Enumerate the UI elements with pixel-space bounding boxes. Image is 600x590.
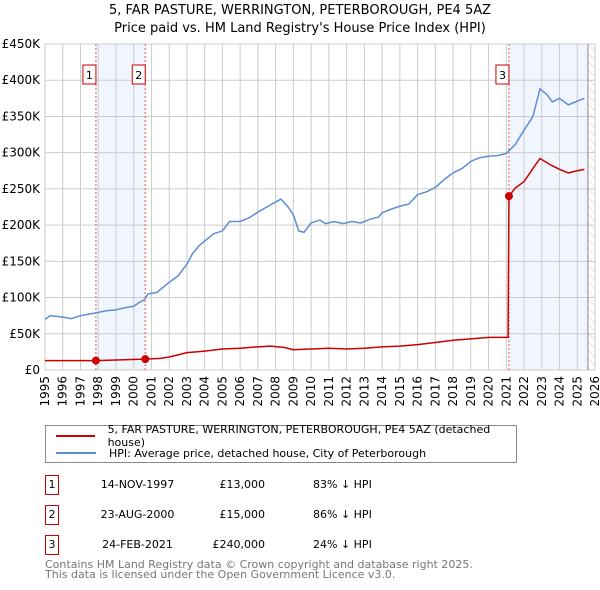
y-tick-label: £50K [9, 327, 41, 341]
legend: 5, FAR PASTURE, WERRINGTON, PETERBOROUGH… [45, 423, 517, 463]
chart-title: 5, FAR PASTURE, WERRINGTON, PETERBOROUGH… [108, 3, 492, 18]
x-tick-label: 2016 [411, 376, 425, 407]
x-tick-label: 2009 [286, 376, 300, 407]
x-tick-label: 1995 [38, 376, 52, 407]
x-tick-label: 1998 [91, 376, 105, 407]
legend-item-property: 5, FAR PASTURE, WERRINGTON, PETERBOROUGH… [56, 423, 516, 449]
sale-badge [82, 64, 97, 85]
sale-number-badge: 2 [45, 505, 59, 525]
sale-period-shading [95, 44, 146, 370]
legend-label: 5, FAR PASTURE, WERRINGTON, PETERBOROUGH… [107, 423, 491, 449]
x-tick-label: 2014 [375, 376, 389, 407]
x-tick-label: 2012 [340, 376, 354, 407]
x-tick-label: 1996 [56, 376, 70, 407]
forecast-hatch [587, 44, 595, 370]
sale-badge-number: 2 [135, 69, 142, 82]
y-tick-label: £0 [25, 363, 40, 377]
sale-number-badge: 1 [45, 475, 59, 495]
x-tick-label: 2008 [269, 376, 283, 407]
sale-price: £240,000 [212, 538, 266, 551]
x-tick-label: 1999 [109, 376, 123, 407]
sale-period-shading [508, 44, 588, 370]
chart-subtitle: Price paid vs. HM Land Registry's House … [114, 21, 486, 36]
sale-badge [495, 64, 510, 85]
x-tick-label: 2005 [215, 376, 229, 407]
x-tick-label: 2021 [499, 376, 513, 407]
x-tick-label: 2013 [357, 376, 371, 407]
y-tick-label: £400K [2, 73, 42, 87]
y-tick-label: £200K [2, 218, 42, 232]
x-tick-label: 2024 [553, 376, 567, 407]
y-tick-label: £100K [2, 291, 42, 305]
x-tick-label: 2006 [233, 376, 247, 407]
sale-point [504, 192, 513, 201]
legend-swatch-blue [56, 452, 96, 454]
hpi-line [44, 87, 585, 320]
x-tick-label: 2017 [428, 376, 442, 407]
x-tick-label: 2011 [322, 376, 336, 407]
x-tick-label: 2002 [162, 376, 176, 407]
x-tick-label: 2015 [393, 376, 407, 407]
sale-price: £15,000 [219, 508, 266, 521]
legend-label: HPI: Average price, detached house, City… [109, 446, 427, 460]
x-tick-label: 2022 [517, 376, 531, 407]
sale-hpi-diff: 83% ↓ HPI [313, 478, 372, 491]
sale-number-badge: 3 [45, 535, 59, 555]
x-tick-label: 2003 [180, 376, 194, 407]
sale-date: 24-FEB-2021 [102, 538, 173, 551]
y-tick-label: £250K [2, 182, 42, 196]
x-tick-label: 2004 [198, 376, 212, 407]
x-tick-label: 2000 [127, 376, 141, 407]
x-tick-label: 2018 [446, 376, 460, 407]
sale-badge-number: 3 [499, 69, 506, 82]
footer: Contains HM Land Registry data © Crown c… [45, 558, 473, 581]
sale-badge-number: 1 [86, 69, 93, 82]
y-tick-label: £300K [2, 146, 42, 160]
legend-item-hpi: HPI: Average price, detached house, City… [56, 445, 426, 461]
x-tick-label: 2025 [570, 376, 584, 407]
sale-point [91, 356, 100, 365]
x-tick-label: 2020 [482, 376, 496, 407]
y-tick-label: £350K [2, 109, 42, 123]
x-tick-label: 2010 [304, 376, 318, 407]
sale-point [141, 355, 150, 364]
sale-price: £13,000 [219, 478, 266, 491]
sale-hpi-diff: 24% ↓ HPI [313, 538, 372, 551]
x-tick-label: 2007 [251, 376, 265, 407]
x-tick-label: 2023 [535, 376, 549, 407]
footer-copyright: Contains HM Land Registry data © Crown c… [45, 558, 473, 571]
legend-swatch-red [56, 435, 95, 437]
sale-badge [131, 64, 146, 85]
property-price-line [45, 157, 585, 362]
x-tick-label: 2026 [588, 376, 600, 407]
footer-licence: This data is licensed under the Open Gov… [45, 568, 396, 581]
x-tick-label: 2019 [464, 376, 478, 407]
sale-date: 23-AUG-2000 [100, 508, 175, 521]
x-tick-label: 1997 [73, 376, 87, 407]
y-tick-label: £450K [2, 37, 42, 51]
sale-date: 14-NOV-1997 [100, 478, 175, 491]
y-tick-label: £150K [2, 254, 42, 268]
price-chart: £0 £50K £100K £150K £200K £250K £300K £350K £400… [2, 37, 600, 407]
x-tick-label: 2001 [144, 376, 158, 407]
sale-hpi-diff: 86% ↓ HPI [313, 508, 372, 521]
